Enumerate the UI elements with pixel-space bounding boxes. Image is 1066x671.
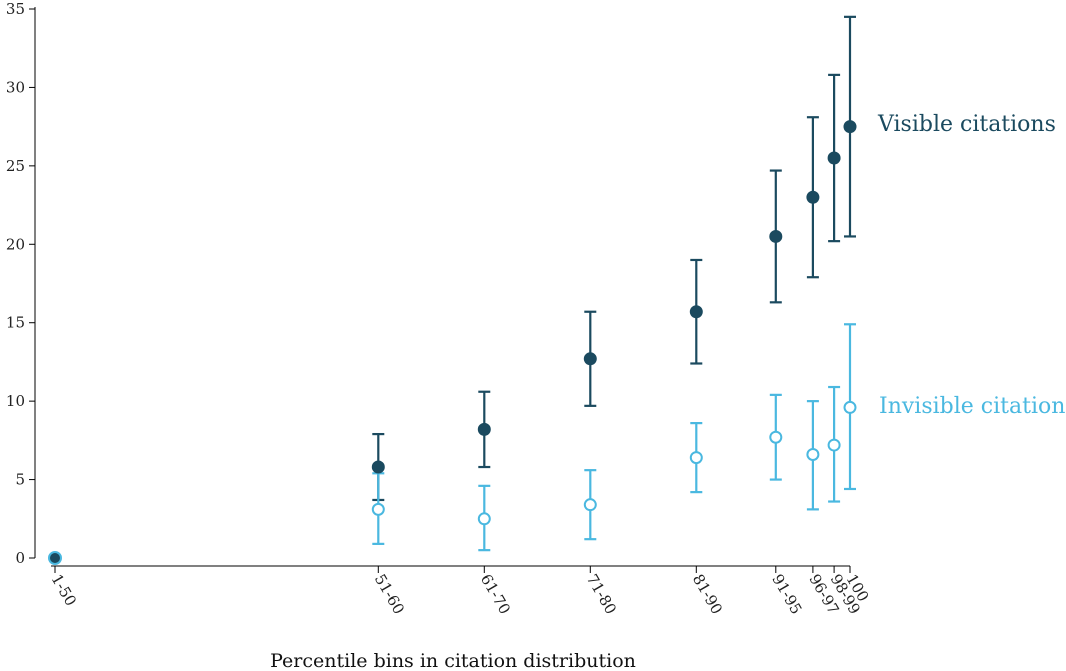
origin-point — [48, 551, 62, 565]
y-tick-label: 25 — [6, 157, 25, 175]
invisible-citation-point — [827, 438, 841, 452]
y-tick-label: 15 — [6, 314, 25, 332]
x-tick-label: 1-50 — [48, 571, 80, 609]
visible-citation-point — [477, 422, 491, 436]
x-tick-label: 51-60 — [371, 571, 408, 617]
visible-citation-point — [769, 229, 783, 243]
visible-citation-point — [371, 460, 385, 474]
visible-citation-point — [827, 151, 841, 165]
visible-citation-point — [689, 305, 703, 319]
series-labels: Visible citations Invisible citations — [877, 112, 1066, 419]
invisible-citation-point — [769, 430, 783, 444]
y-axis: 0 5 10 15 20 25 30 35 — [6, 0, 36, 567]
invisible-citation-point — [371, 502, 385, 516]
x-axis-title: Percentile bins in citation distribution — [270, 650, 636, 671]
visible-citation-point — [806, 190, 820, 204]
invisible-citation-point — [843, 400, 857, 414]
x-tick-label: 81-90 — [689, 571, 726, 617]
invisible-citation-point — [689, 451, 703, 465]
error-bars — [372, 15, 856, 552]
x-tick-label: 61-70 — [477, 571, 514, 617]
invisible-citation-point — [806, 447, 820, 461]
x-tick-label: 91-95 — [768, 571, 805, 617]
y-tick-label: 0 — [15, 549, 25, 567]
invisible-citation-point — [477, 512, 491, 526]
data-points — [48, 120, 857, 565]
y-tick-label: 35 — [6, 0, 25, 18]
y-tick-label: 10 — [6, 392, 25, 410]
visible-citation-point — [843, 120, 857, 134]
x-tick-label: 71-80 — [583, 571, 620, 617]
invisible-citation-point — [583, 498, 597, 512]
visible-citations-label: Visible citations — [877, 112, 1056, 137]
invisible-citations-label: Invisible citations — [879, 394, 1066, 419]
x-axis: 1-50 51-60 61-70 71-80 81-90 91-95 96-9798-991… — [48, 565, 872, 617]
visible-citation-point — [583, 352, 597, 366]
y-tick-label: 20 — [6, 235, 25, 253]
y-tick-label: 5 — [15, 471, 25, 489]
y-tick-label: 30 — [6, 78, 25, 96]
